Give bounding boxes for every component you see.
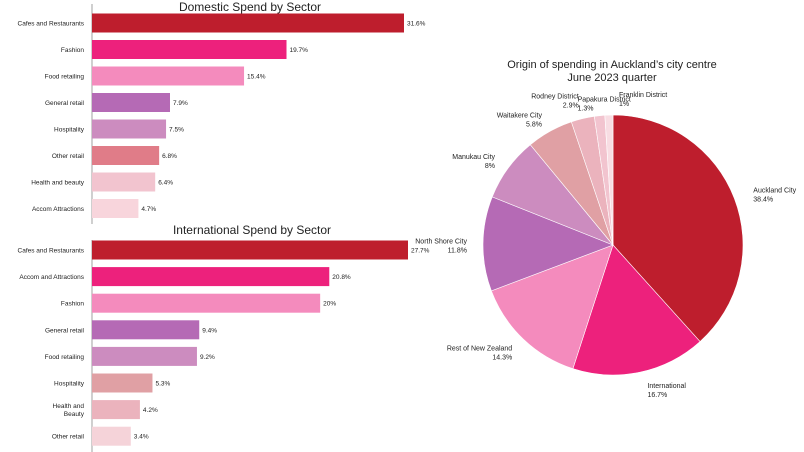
international-value-label: 9.2% [200,354,215,361]
pie-slice-label: International 16.7% [647,383,686,399]
domestic-value-label: 31.6% [407,21,426,28]
domestic-category-label: Hospitality [54,127,85,134]
domestic-bar [92,199,139,218]
pie-slice-label: Manukau City 8% [452,154,495,170]
international-value-label: 3.4% [134,434,149,441]
international-category-label: Hospitality [54,381,85,388]
domestic-category-label: Health and beauty [31,180,85,187]
domestic-category-label: Cafes and Restaurants [18,21,85,28]
international-bar [92,293,321,313]
international-bar [92,320,200,340]
international-value-label: 20.8% [332,274,351,281]
domestic-bar [92,66,245,86]
pie-slice-label: Franklin District 1% [619,92,667,108]
pie-slice [572,244,701,376]
international-bar [92,373,153,393]
international-bar [92,426,131,446]
domestic-bars: 31.6% Cafes and Restaurants 19.7% Fashion 15… [18,13,426,218]
international-category-label: Health and Beauty [53,403,85,418]
domestic-category-label: Other retail [52,153,85,160]
domestic-category-label: Fashion [61,47,85,54]
domestic-bar [92,172,156,192]
international-value-label: 4.2% [143,407,158,414]
international-bar [92,267,330,287]
domestic-category-label: General retail [45,100,85,107]
international-bar [92,400,140,420]
pie-slice [490,244,614,370]
pie-slice-label: Auckland City 38.4% [753,188,796,204]
domestic-bar [92,146,160,165]
domestic-value-label: 6.4% [158,180,173,187]
international-category-label: Food retailing [45,354,85,361]
pie-slice [482,196,614,292]
pie-slice-label: Rodney District 2.9% [531,94,579,110]
pie-slice [612,114,744,342]
international-bars: 27.7% Cafes and Restaurants 20.8% Accom and… [18,240,430,446]
pie-slice [604,114,614,246]
pie-chart-title: Origin of spending in Auckland’s city ce… [507,59,717,84]
international-category-label: Fashion [61,301,85,308]
international-category-label: Accom and Attractions [19,274,84,281]
domestic-value-label: 7.5% [169,127,184,134]
domestic-value-label: 6.8% [162,153,177,160]
domestic-bar [92,13,404,33]
pie-slice-label: Waitakere City 5.8% [497,112,543,128]
pie-slice-label: Rest of New Zealand 14.3% [447,346,512,362]
international-category-label: Cafes and Restaurants [18,248,85,255]
international-value-label: 5.3% [155,381,170,388]
pie-labels: Auckland City 38.4% International 16.7% Rest… [415,92,796,399]
international-bar [92,240,408,260]
pie-slice-label: North Shore City 11.8% [415,239,467,255]
pie-slice-label: Papakura District 1.3% [578,97,631,113]
domestic-value-label: 19.7% [290,47,309,54]
domestic-bar [92,40,287,59]
pie-title-line: June 2023 quarter [567,72,657,84]
domestic-category-label: Accom Attractions [32,206,85,213]
domestic-value-label: 7.9% [173,100,188,107]
domestic-value-label: 4.7% [141,206,156,213]
domestic-bar [92,93,170,112]
pie-title-line: Origin of spending in Auckland’s city ce… [507,59,717,71]
international-chart-title: International Spend by Sector [173,223,331,237]
domestic-chart-title: Domestic Spend by Sector [179,0,321,14]
pie-chart [482,114,744,376]
international-value-label: 20% [323,301,336,308]
international-bar [92,346,197,366]
international-category-label: Other retail [52,434,85,441]
international-value-label: 9.4% [202,327,217,334]
domestic-value-label: 15.4% [247,74,266,81]
international-category-label: General retail [45,327,85,334]
international-value-label: 27.7% [411,248,430,255]
domestic-bar [92,119,167,139]
domestic-category-label: Food retailing [45,74,85,81]
